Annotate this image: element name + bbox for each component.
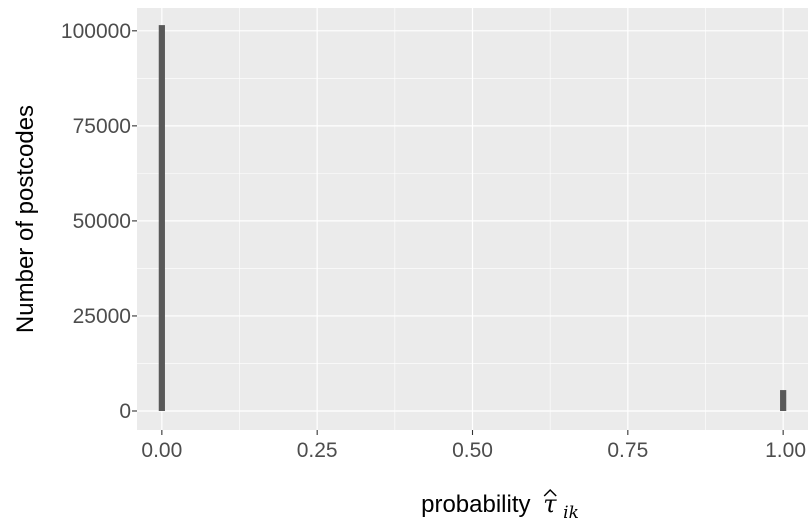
x-axis-title-subscript: ik [563, 503, 579, 523]
y-tick-label: 0 [119, 400, 131, 423]
x-axis-title-text: probability [421, 491, 530, 518]
y-tick-label: 50000 [73, 210, 131, 233]
x-tick-label: 0.50 [452, 439, 493, 462]
y-axis-title: Number of postcodes [12, 105, 39, 333]
x-tick-label: 1.00 [765, 439, 806, 462]
x-axis-title-symbol: τ [543, 490, 557, 518]
y-tick-label: 75000 [73, 115, 131, 138]
x-axis-title: probability τ ik [421, 490, 579, 523]
histogram-bar [158, 25, 165, 411]
y-tick-label: 25000 [73, 305, 131, 328]
histogram-bar [780, 390, 787, 411]
x-tick-label: 0.00 [141, 439, 182, 462]
y-axis: 0 25000 50000 75000 100000 [61, 20, 137, 423]
x-axis: 0.00 0.25 0.50 0.75 1.00 [141, 430, 806, 462]
bars [158, 25, 787, 411]
x-tick-label: 0.75 [607, 439, 648, 462]
x-axis-title-hat [543, 488, 557, 497]
x-tick-label: 0.25 [297, 439, 338, 462]
y-tick-label: 100000 [61, 20, 131, 43]
